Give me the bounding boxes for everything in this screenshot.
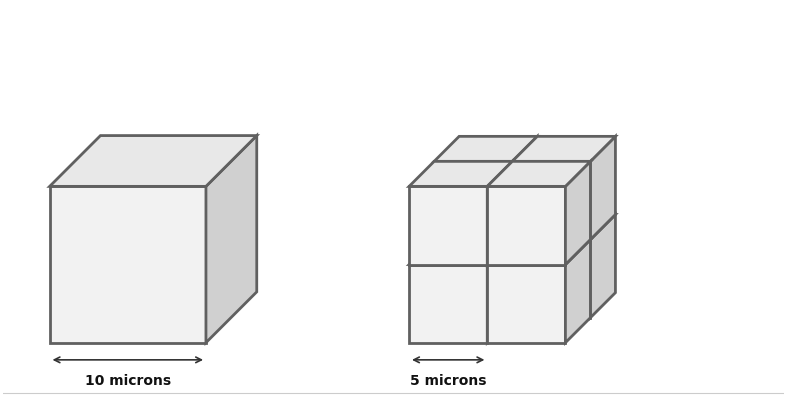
Text: 5 microns: 5 microns xyxy=(410,374,486,388)
Polygon shape xyxy=(487,161,512,265)
Polygon shape xyxy=(487,240,512,343)
Polygon shape xyxy=(590,215,615,318)
Polygon shape xyxy=(434,161,512,240)
Polygon shape xyxy=(512,137,615,161)
Polygon shape xyxy=(512,215,538,318)
Text: 10 microns: 10 microns xyxy=(85,374,171,388)
Polygon shape xyxy=(512,215,615,240)
Polygon shape xyxy=(434,240,512,318)
Polygon shape xyxy=(487,161,590,186)
Polygon shape xyxy=(409,186,487,265)
Polygon shape xyxy=(512,161,590,240)
Polygon shape xyxy=(206,136,257,343)
Polygon shape xyxy=(434,215,538,240)
Polygon shape xyxy=(409,265,487,343)
Polygon shape xyxy=(565,161,590,265)
Polygon shape xyxy=(409,161,512,186)
Polygon shape xyxy=(487,265,565,343)
Polygon shape xyxy=(512,137,538,240)
Polygon shape xyxy=(512,240,590,318)
Polygon shape xyxy=(565,240,590,343)
Polygon shape xyxy=(590,137,615,240)
Polygon shape xyxy=(409,240,512,265)
Polygon shape xyxy=(50,136,257,186)
Polygon shape xyxy=(487,186,565,265)
Polygon shape xyxy=(50,186,206,343)
Polygon shape xyxy=(487,240,590,265)
Polygon shape xyxy=(434,137,538,161)
